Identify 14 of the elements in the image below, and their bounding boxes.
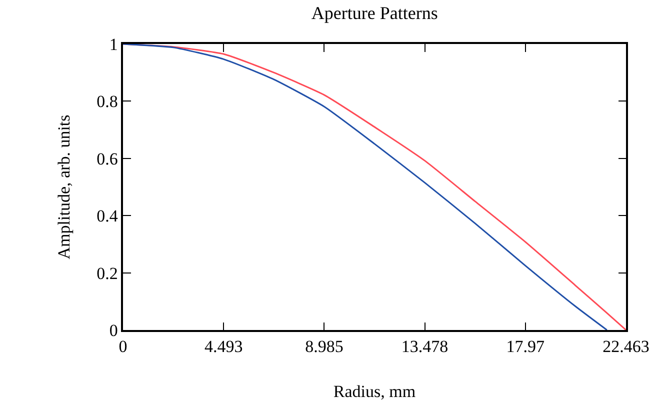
y-tick-label: 0.4 [96, 206, 118, 226]
x-tick-label: 22.463 [602, 337, 650, 356]
y-axis-title: Amplitude, arb. units [54, 114, 74, 260]
y-tick-label: 0.6 [96, 149, 118, 168]
y-tick-label: 1 [109, 34, 118, 54]
chart-title: Aperture Patterns [311, 2, 438, 23]
x-tick-label: 17.97 [506, 337, 546, 356]
x-tick-label: 8.985 [305, 337, 344, 356]
x-tick-label: 4.493 [204, 337, 243, 356]
x-axis-title: Radius, mm [333, 382, 416, 402]
y-tick-label: 0 [109, 320, 118, 340]
y-tick-label: 0.8 [96, 92, 118, 112]
y-tick-label: 0.2 [96, 264, 118, 283]
x-tick-label: 13.478 [401, 337, 448, 356]
